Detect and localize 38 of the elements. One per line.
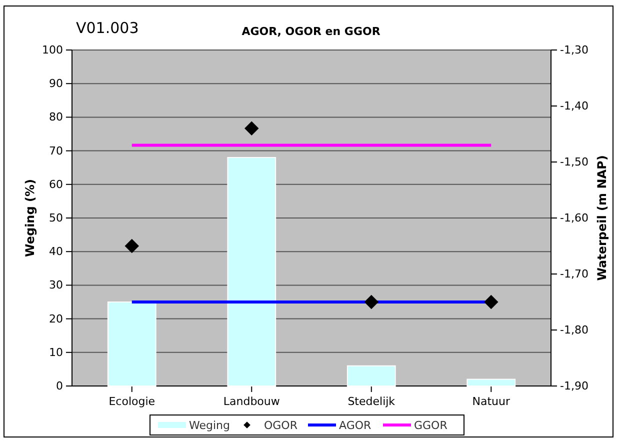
- point: [244, 121, 259, 136]
- y2-tick-label: -1,40: [560, 100, 588, 113]
- legend-label: GGOR: [414, 419, 448, 432]
- y-tick-label: 70: [49, 144, 63, 158]
- y2-tick-label: -1,60: [560, 212, 588, 225]
- y-tick-label: 30: [49, 278, 63, 292]
- y2-tick-label: -1,30: [560, 44, 588, 57]
- x-tick-label: Natuur: [472, 394, 510, 408]
- x-tick-label: Ecologie: [108, 394, 156, 408]
- y2-tick-label: -1,90: [560, 380, 588, 393]
- x-tick-label: Stedelijk: [348, 394, 396, 408]
- x-tick-label: Landbouw: [223, 394, 280, 408]
- point: [484, 294, 498, 310]
- y-tick-label: 20: [49, 312, 63, 326]
- bar: [227, 157, 276, 386]
- point: [124, 238, 140, 254]
- bar: [107, 302, 156, 386]
- y-tick-label: 50: [49, 212, 63, 225]
- y2-tick-label: -1,70: [560, 268, 588, 281]
- point: [364, 294, 379, 310]
- y2-tick-label: -1,80: [560, 324, 588, 337]
- y-tick-label: 80: [49, 110, 63, 124]
- y-axis-title: Weging (%): [23, 179, 37, 257]
- text: V01.003: [76, 19, 139, 37]
- y-tick-label: 60: [49, 178, 63, 191]
- bar: [466, 378, 516, 386]
- y2-tick-label: -1,50: [560, 156, 588, 169]
- y-tick-label: 100: [42, 44, 63, 57]
- chart-title: AGOR, OGOR en GGOR: [242, 25, 381, 38]
- y2-axis-title: Waterpeil (m NAP): [595, 155, 609, 281]
- legend-label: OGOR: [264, 419, 298, 432]
- legend-label: Weging: [189, 419, 230, 432]
- y-tick-label: 90: [49, 77, 63, 90]
- y-tick-label: 0: [56, 380, 63, 393]
- y-tick-label: 10: [49, 346, 63, 359]
- y-tick-label: 40: [49, 245, 63, 258]
- bar: [346, 365, 396, 386]
- legend-label: AGOR: [339, 419, 372, 432]
